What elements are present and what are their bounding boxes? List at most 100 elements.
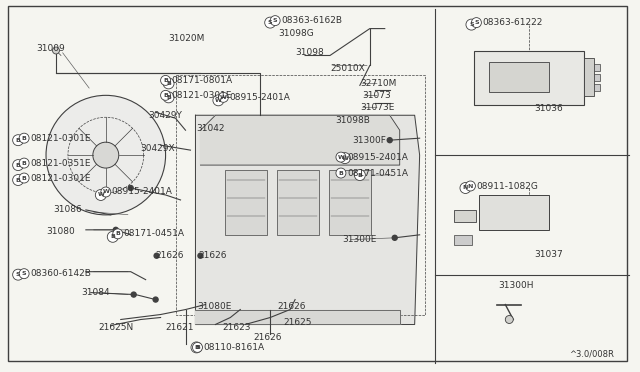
Circle shape: [198, 253, 203, 258]
Text: 31098: 31098: [295, 48, 324, 57]
Text: ^3.0/008R: ^3.0/008R: [569, 350, 614, 359]
Circle shape: [191, 342, 202, 353]
Text: B: B: [22, 136, 26, 141]
Text: B: B: [163, 93, 168, 98]
Text: N: N: [463, 186, 468, 190]
Text: 30429X: 30429X: [141, 144, 175, 153]
Circle shape: [128, 186, 133, 190]
Text: 21626: 21626: [253, 333, 282, 342]
Text: 08911-1082G: 08911-1082G: [476, 182, 538, 190]
Text: B: B: [115, 231, 120, 236]
Text: 30429Y: 30429Y: [148, 111, 182, 120]
Text: 31073: 31073: [362, 91, 390, 100]
Circle shape: [19, 133, 29, 143]
Text: B: B: [16, 177, 20, 183]
Circle shape: [93, 142, 119, 168]
Circle shape: [131, 292, 136, 297]
Text: S: S: [474, 20, 479, 25]
Text: 31080E: 31080E: [198, 302, 232, 311]
Text: S: S: [268, 20, 273, 25]
Text: 31073E: 31073E: [360, 103, 394, 112]
Text: 08110-8161A: 08110-8161A: [204, 343, 264, 352]
Text: 08915-2401A: 08915-2401A: [229, 93, 290, 102]
Text: W: W: [97, 192, 104, 198]
Text: B: B: [22, 176, 26, 180]
Text: S: S: [16, 272, 20, 277]
Circle shape: [108, 231, 118, 242]
Polygon shape: [195, 115, 420, 324]
Circle shape: [13, 269, 24, 280]
Text: 31098G: 31098G: [278, 29, 314, 38]
Circle shape: [19, 173, 29, 183]
Circle shape: [472, 17, 481, 28]
Text: 21625: 21625: [283, 318, 312, 327]
Circle shape: [392, 235, 397, 240]
Bar: [454, 210, 476, 222]
Circle shape: [52, 47, 60, 54]
Circle shape: [13, 135, 24, 146]
Text: 08363-6162B: 08363-6162B: [281, 16, 342, 25]
Text: 31098B: 31098B: [335, 116, 370, 125]
Circle shape: [101, 187, 111, 197]
Circle shape: [113, 227, 118, 232]
Circle shape: [336, 152, 346, 162]
Circle shape: [218, 92, 228, 102]
Text: 25010X: 25010X: [330, 64, 365, 73]
Text: 08121-0301E: 08121-0301E: [30, 134, 91, 143]
Text: W: W: [342, 155, 348, 161]
Text: B: B: [16, 163, 20, 167]
Bar: [479, 195, 549, 230]
Polygon shape: [200, 115, 400, 165]
Text: 31037: 31037: [534, 250, 563, 259]
Text: 21621: 21621: [166, 323, 194, 332]
Bar: [225, 170, 267, 235]
Circle shape: [161, 76, 171, 86]
Bar: [594, 64, 600, 71]
Circle shape: [460, 183, 471, 193]
Text: 08121-0351E: 08121-0351E: [30, 158, 91, 167]
Text: B: B: [166, 81, 171, 86]
Text: N: N: [468, 183, 473, 189]
Text: B: B: [339, 170, 343, 176]
Text: 21626: 21626: [277, 302, 306, 311]
Text: 31300E: 31300E: [342, 235, 376, 244]
Text: 31300F: 31300F: [352, 136, 386, 145]
Polygon shape: [195, 310, 400, 324]
Circle shape: [163, 78, 174, 89]
Text: 31080: 31080: [46, 227, 75, 236]
Text: B: B: [195, 345, 200, 350]
Bar: [584, 58, 594, 96]
Circle shape: [154, 253, 159, 258]
Text: 31042: 31042: [196, 124, 225, 133]
Text: B: B: [166, 95, 171, 100]
Text: B: B: [22, 161, 26, 166]
Text: 08363-61222: 08363-61222: [483, 18, 543, 27]
Text: B: B: [110, 234, 115, 239]
Text: S: S: [273, 18, 278, 23]
Bar: [474, 51, 584, 105]
Text: S: S: [22, 271, 26, 276]
Circle shape: [339, 153, 350, 164]
Text: 08171-0451A: 08171-0451A: [347, 169, 408, 177]
Text: B: B: [16, 138, 20, 143]
Circle shape: [265, 17, 276, 28]
Text: 21625N: 21625N: [99, 323, 134, 332]
Text: 08121-0301E: 08121-0301E: [172, 91, 232, 100]
Text: 08171-0451A: 08171-0451A: [124, 229, 185, 238]
Text: 31084: 31084: [81, 288, 109, 297]
Text: 21626: 21626: [156, 251, 184, 260]
Text: 31020M: 31020M: [168, 34, 205, 43]
Text: 08915-2401A: 08915-2401A: [112, 187, 173, 196]
Circle shape: [270, 16, 280, 26]
Circle shape: [355, 170, 365, 180]
Bar: [329, 170, 371, 235]
Circle shape: [95, 189, 106, 201]
Text: W: W: [102, 189, 109, 195]
Text: 08171-0801A: 08171-0801A: [172, 76, 233, 85]
Circle shape: [213, 95, 224, 106]
Text: W: W: [220, 95, 227, 100]
Text: 32710M: 32710M: [360, 79, 396, 88]
Circle shape: [465, 181, 476, 191]
Circle shape: [113, 229, 123, 239]
Circle shape: [466, 19, 477, 30]
